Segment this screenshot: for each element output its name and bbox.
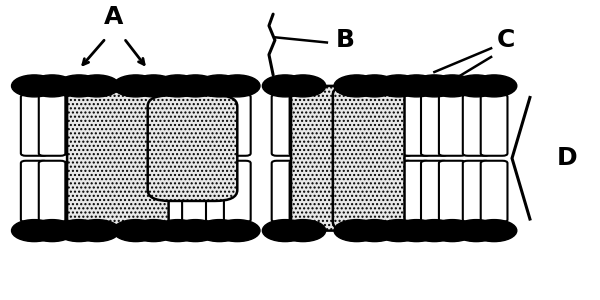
Circle shape	[11, 75, 57, 97]
FancyBboxPatch shape	[224, 161, 251, 222]
Circle shape	[376, 75, 421, 97]
Text: A: A	[104, 5, 124, 29]
FancyBboxPatch shape	[361, 94, 388, 156]
FancyBboxPatch shape	[385, 94, 412, 156]
FancyBboxPatch shape	[39, 94, 65, 156]
FancyBboxPatch shape	[439, 94, 466, 156]
FancyBboxPatch shape	[83, 94, 110, 156]
FancyBboxPatch shape	[385, 161, 412, 222]
FancyBboxPatch shape	[140, 161, 167, 222]
Circle shape	[173, 220, 218, 242]
Circle shape	[430, 75, 475, 97]
Circle shape	[215, 75, 260, 97]
FancyBboxPatch shape	[290, 161, 316, 222]
FancyBboxPatch shape	[403, 161, 430, 222]
FancyBboxPatch shape	[421, 161, 448, 222]
FancyBboxPatch shape	[21, 161, 47, 222]
Circle shape	[412, 220, 457, 242]
FancyBboxPatch shape	[148, 95, 237, 201]
FancyBboxPatch shape	[333, 86, 404, 231]
FancyBboxPatch shape	[21, 94, 47, 156]
FancyBboxPatch shape	[164, 94, 191, 156]
Circle shape	[56, 220, 102, 242]
Circle shape	[334, 75, 379, 97]
FancyBboxPatch shape	[421, 94, 448, 156]
FancyBboxPatch shape	[343, 161, 370, 222]
FancyBboxPatch shape	[65, 94, 92, 156]
Circle shape	[29, 75, 75, 97]
Circle shape	[454, 220, 499, 242]
Circle shape	[472, 220, 517, 242]
FancyBboxPatch shape	[463, 161, 490, 222]
FancyBboxPatch shape	[206, 161, 233, 222]
Circle shape	[352, 220, 397, 242]
Circle shape	[430, 220, 475, 242]
Circle shape	[56, 75, 102, 97]
Circle shape	[394, 75, 439, 97]
Circle shape	[280, 220, 326, 242]
FancyBboxPatch shape	[39, 161, 65, 222]
Circle shape	[280, 75, 326, 97]
FancyBboxPatch shape	[481, 94, 508, 156]
FancyBboxPatch shape	[272, 94, 298, 156]
Circle shape	[74, 220, 119, 242]
FancyBboxPatch shape	[83, 161, 110, 222]
FancyBboxPatch shape	[182, 161, 209, 222]
Circle shape	[74, 75, 119, 97]
FancyBboxPatch shape	[439, 161, 466, 222]
FancyBboxPatch shape	[206, 94, 233, 156]
Circle shape	[131, 220, 176, 242]
FancyBboxPatch shape	[481, 161, 508, 222]
FancyBboxPatch shape	[164, 161, 191, 222]
FancyBboxPatch shape	[463, 94, 490, 156]
Circle shape	[334, 220, 379, 242]
FancyBboxPatch shape	[67, 82, 169, 234]
Circle shape	[29, 220, 75, 242]
Circle shape	[155, 220, 200, 242]
FancyBboxPatch shape	[403, 94, 430, 156]
FancyBboxPatch shape	[272, 161, 298, 222]
Circle shape	[197, 220, 242, 242]
Circle shape	[352, 75, 397, 97]
FancyBboxPatch shape	[140, 94, 167, 156]
Circle shape	[113, 75, 158, 97]
Text: B: B	[336, 28, 355, 52]
Circle shape	[173, 75, 218, 97]
Circle shape	[215, 220, 260, 242]
FancyBboxPatch shape	[182, 94, 209, 156]
FancyBboxPatch shape	[343, 94, 370, 156]
Circle shape	[412, 75, 457, 97]
FancyBboxPatch shape	[122, 94, 149, 156]
FancyBboxPatch shape	[361, 161, 388, 222]
Circle shape	[131, 75, 176, 97]
Circle shape	[454, 75, 499, 97]
FancyBboxPatch shape	[291, 86, 363, 231]
Circle shape	[155, 75, 200, 97]
Circle shape	[472, 75, 517, 97]
Circle shape	[262, 75, 308, 97]
Circle shape	[113, 220, 158, 242]
Circle shape	[11, 220, 57, 242]
Circle shape	[262, 220, 308, 242]
Text: C: C	[497, 28, 515, 52]
FancyBboxPatch shape	[122, 161, 149, 222]
Circle shape	[197, 75, 242, 97]
FancyBboxPatch shape	[290, 94, 316, 156]
FancyBboxPatch shape	[224, 94, 251, 156]
Text: D: D	[557, 146, 577, 170]
Circle shape	[376, 220, 421, 242]
Circle shape	[394, 220, 439, 242]
FancyBboxPatch shape	[65, 161, 92, 222]
